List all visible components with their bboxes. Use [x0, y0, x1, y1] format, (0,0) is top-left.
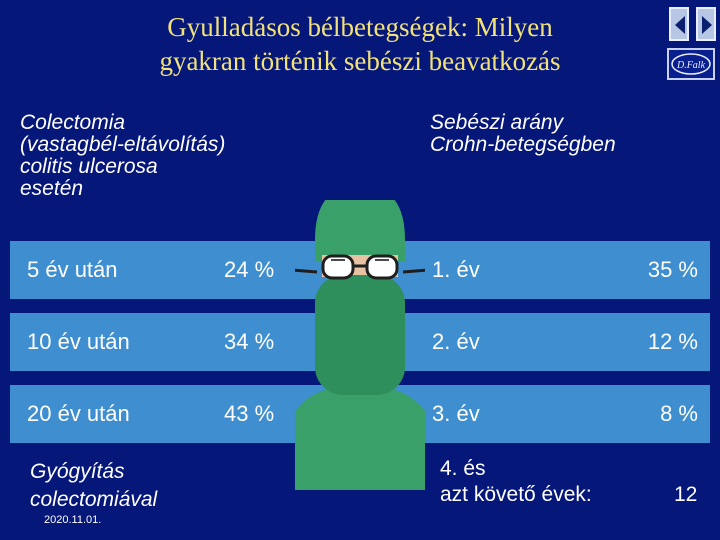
- year4-rate: 12: [674, 483, 698, 506]
- title-line-2: gyakran történik sebészi beavatkozás: [159, 46, 561, 76]
- crohn-header-line: Sebészi arány: [430, 111, 564, 134]
- year4-label: 4. és azt követő évek:: [440, 456, 592, 508]
- colectomy-cure-note: Gyógyítás colectomiával: [30, 458, 157, 514]
- triangle-left-icon: [675, 16, 685, 34]
- cure-line: colectomiával: [30, 488, 158, 511]
- falk-logo-mark: D.Falk: [671, 53, 711, 75]
- row-rate: 35 %: [647, 257, 698, 282]
- row-rate: 8 %: [660, 401, 698, 426]
- row-rate: 12 %: [647, 329, 698, 354]
- crohn-header-line: Crohn-betegségben: [430, 133, 616, 156]
- row-year: 3. év: [432, 401, 480, 426]
- triangle-right-icon: [702, 16, 712, 34]
- falk-logo: D.Falk: [667, 48, 715, 80]
- row-value: 43 %: [224, 401, 275, 426]
- crohn-header: Sebészi arány Crohn-betegségben: [430, 112, 710, 156]
- colectomy-header-line: colitis ulcerosa: [20, 155, 158, 178]
- title-line-1: Gyulladásos bélbetegségek: Milyen: [167, 12, 553, 42]
- year4-line: 4. és: [440, 457, 486, 480]
- colectomy-header-line: Colectomia: [20, 111, 126, 134]
- row-year: 2. év: [432, 329, 480, 354]
- colectomy-header: Colectomia (vastagbél-eltávolítás) colit…: [20, 112, 320, 200]
- cure-line: Gyógyítás: [30, 460, 125, 483]
- row-year: 1. év: [432, 257, 480, 282]
- slide-title: Gyulladásos bélbetegségek: Milyen gyakra…: [60, 10, 660, 78]
- row-label: 20 év után: [27, 401, 130, 426]
- row-value: 24 %: [224, 257, 275, 282]
- slide-date: 2020.11.01.: [44, 514, 102, 526]
- previous-slide-button[interactable]: [669, 7, 689, 41]
- year4-line: azt követő évek:: [440, 483, 592, 506]
- svg-text:D.Falk: D.Falk: [676, 60, 706, 71]
- next-slide-button[interactable]: [696, 7, 716, 41]
- surgeon-illustration: [295, 200, 425, 490]
- colectomy-header-line: esetén: [20, 177, 84, 200]
- row-label: 5 év után: [27, 257, 118, 282]
- row-label: 10 év után: [27, 329, 130, 354]
- colectomy-header-line: (vastagbél-eltávolítás): [20, 133, 226, 156]
- row-value: 34 %: [224, 329, 275, 354]
